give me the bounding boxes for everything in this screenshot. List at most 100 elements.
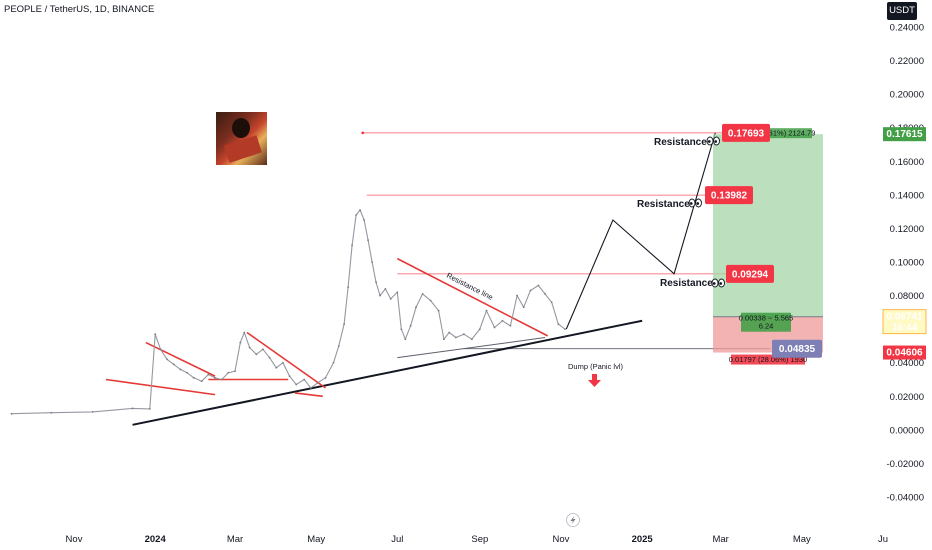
wedge-line	[246, 331, 326, 389]
price-point	[316, 381, 319, 384]
target-info-label: .31%) 2124.79	[767, 129, 816, 138]
price-point	[324, 376, 327, 379]
stop-axis-tag-bg	[883, 345, 926, 360]
eyes-icon	[706, 136, 720, 146]
price-point	[359, 209, 361, 211]
y-tick-label: 0.22000	[890, 56, 924, 67]
price-line	[11, 209, 566, 415]
main-support-trendline	[132, 319, 643, 426]
y-tick-label: 0.10000	[890, 258, 924, 269]
target-zone	[713, 134, 823, 317]
price-point	[262, 348, 264, 351]
y-tick-label: 0.04000	[890, 358, 924, 369]
price-point	[367, 239, 369, 242]
x-tick-label: May	[793, 534, 811, 545]
avatar-thumbnail	[216, 112, 267, 165]
eyes-icon	[688, 198, 702, 208]
y-tick-label: 0.08000	[890, 291, 924, 302]
pupil-right	[719, 282, 723, 285]
current-price-tag-sub: 16:44	[892, 323, 918, 334]
price-point	[443, 338, 445, 341]
y-tick-label: 0.00000	[890, 425, 924, 436]
currency-button[interactable]: USDT	[887, 2, 917, 20]
price-point	[220, 378, 223, 381]
price-point	[470, 338, 473, 341]
price-point	[239, 341, 242, 344]
price-point	[166, 358, 169, 361]
x-tick-label: Nov	[553, 534, 570, 545]
wedge-line	[145, 341, 216, 377]
price-point	[564, 328, 566, 331]
current-price-tag: 0.06741	[886, 312, 923, 323]
price-point	[437, 309, 440, 312]
price-point	[347, 286, 350, 289]
price-point	[154, 333, 157, 336]
price-point	[255, 353, 258, 356]
y-tick-label: 0.20000	[890, 90, 924, 101]
target-info-bg	[770, 128, 812, 139]
price-point	[375, 281, 377, 284]
y-tick-label: 0.16000	[890, 157, 924, 168]
triangle-base-line	[397, 337, 546, 359]
price-point	[454, 336, 457, 339]
x-tick-label: Mar	[712, 534, 728, 545]
price-point	[384, 287, 387, 290]
resistance-annotation-2: Resistance	[637, 199, 690, 210]
price-point	[295, 383, 298, 386]
target-axis-tag: 0.17615	[886, 129, 923, 140]
price-point	[309, 386, 312, 389]
level-anchor-dot	[361, 131, 365, 135]
price-point	[332, 361, 335, 364]
price-series	[10, 209, 566, 415]
price-point	[529, 289, 532, 292]
price-point	[448, 331, 451, 334]
price-point	[172, 363, 175, 366]
projection-path	[565, 132, 716, 330]
current-price-tag-bg	[882, 309, 927, 335]
arrow-head	[588, 380, 601, 387]
resistance-trendline	[396, 257, 549, 337]
price-point	[544, 292, 546, 295]
x-tick-label: Jul	[391, 534, 403, 545]
price-point	[148, 407, 151, 410]
price-point	[404, 338, 407, 341]
price-point	[50, 411, 53, 414]
price-point	[248, 346, 251, 349]
wedge-line	[294, 392, 323, 398]
price-point	[501, 319, 504, 322]
price-point	[537, 284, 540, 287]
pupil-left	[689, 202, 693, 205]
stop-axis-tag: 0.04606	[886, 348, 923, 359]
resistance-price-label-3-bg	[726, 264, 774, 283]
price-point	[400, 328, 403, 331]
resistance-price-label-2: 0.13982	[711, 191, 748, 202]
pupil-right	[714, 140, 718, 143]
x-tick-label: Sep	[471, 534, 488, 545]
price-point	[509, 324, 512, 327]
symbol-title: PEOPLE / TetherUS, 1D, BINANCE	[4, 4, 155, 15]
price-point	[200, 380, 203, 383]
pupil-left	[712, 282, 716, 285]
stop-info-bg	[731, 354, 805, 365]
x-tick-label: Nov	[66, 534, 83, 545]
resistance-price-label-3: 0.09294	[732, 269, 769, 280]
price-point	[207, 373, 210, 376]
price-point	[282, 361, 284, 364]
price-point	[243, 331, 246, 334]
price-point	[429, 299, 432, 302]
price-point	[288, 375, 291, 378]
price-point	[159, 348, 162, 351]
price-point	[485, 309, 488, 312]
price-point	[415, 306, 417, 309]
stop-info-label: 0.01797 (28.06%) 1930	[729, 355, 807, 364]
arrow-down-icon	[588, 374, 601, 387]
pupil-right	[696, 202, 700, 205]
y-tick-label: 0.02000	[890, 392, 924, 403]
resistance-price-label-1-bg	[722, 123, 770, 142]
entry-info-bg	[741, 312, 791, 332]
price-point	[557, 323, 560, 326]
resistance-annotation-1: Resistance	[654, 137, 707, 148]
